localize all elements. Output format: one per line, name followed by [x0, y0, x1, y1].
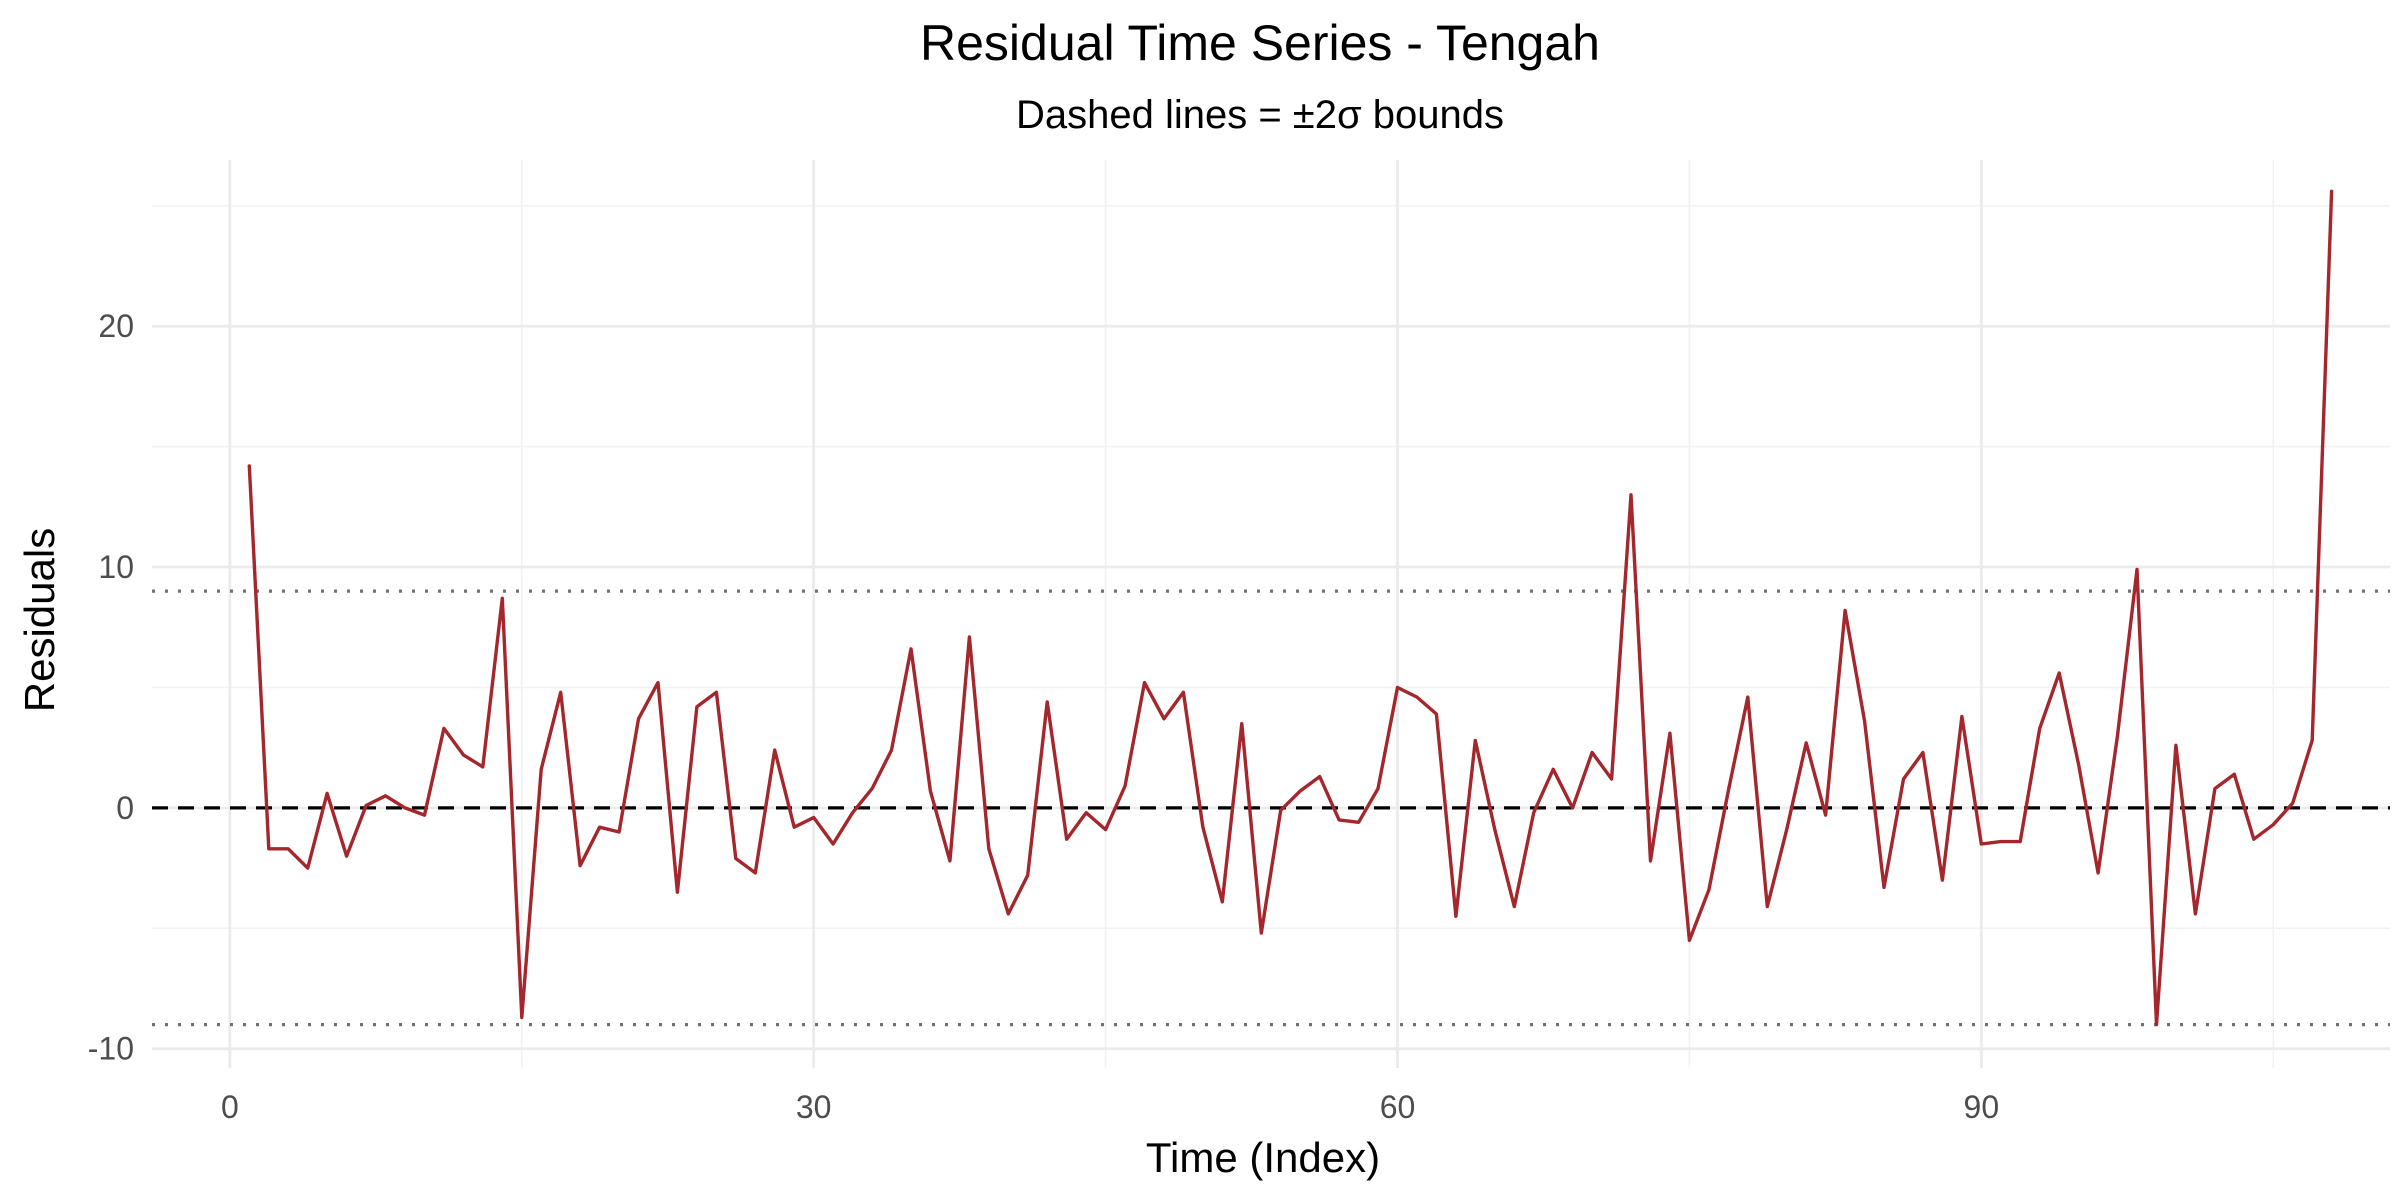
residual-series-line [247, 189, 2334, 1027]
y-tick-label: 20 [98, 308, 134, 344]
x-tick-label: 0 [221, 1089, 239, 1125]
y-tick-label: -10 [88, 1031, 134, 1067]
x-tick-label: 30 [796, 1089, 832, 1125]
y-tick-label: 0 [116, 790, 134, 826]
x-tick-label: 60 [1380, 1089, 1416, 1125]
series-layer [247, 189, 2334, 1027]
minor-gridlines [152, 160, 2390, 1068]
major-gridlines [152, 160, 2390, 1068]
y-tick-label: 10 [98, 549, 134, 585]
reference-lines [152, 589, 2390, 1027]
x-tick-label: 90 [1964, 1089, 2000, 1125]
x-axis-title: Time (Index) [1146, 1134, 1380, 1181]
chart-subtitle: Dashed lines = ±2σ bounds [1016, 93, 1504, 137]
x-axis-ticks: 0 30 60 90 [221, 1089, 1999, 1125]
y-axis-title: Residuals [16, 528, 63, 712]
chart-title: Residual Time Series - Tengah [920, 15, 1600, 71]
y-axis-ticks: -10 0 10 20 [88, 308, 134, 1067]
